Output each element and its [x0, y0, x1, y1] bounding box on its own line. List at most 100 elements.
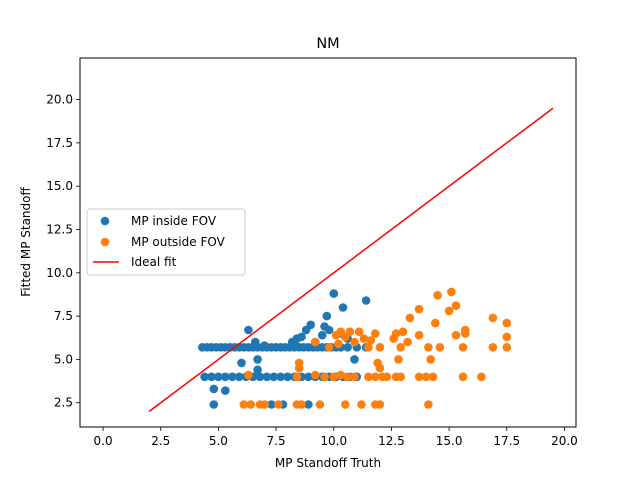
scatter-point — [396, 372, 406, 382]
legend-marker-outside — [100, 237, 110, 247]
x-tick-label: 0.0 — [94, 434, 113, 448]
scatter-point — [207, 372, 216, 382]
scatter-point — [424, 343, 433, 352]
scatter-point — [343, 372, 352, 382]
scatter-point — [391, 329, 401, 338]
scatter-point — [435, 343, 445, 352]
scatter-point — [322, 311, 332, 321]
scatter-point — [260, 400, 269, 409]
scatter-point — [255, 372, 265, 382]
scatter-point — [253, 365, 262, 375]
scatter-point — [366, 336, 376, 345]
scatter-point — [451, 301, 461, 311]
scatter-point — [502, 332, 512, 342]
scatter-point — [444, 306, 454, 316]
scatter-point — [451, 330, 461, 340]
scatter-point — [251, 337, 260, 347]
scatter-point — [382, 372, 392, 382]
scatter-point — [315, 400, 325, 409]
scatter-point — [221, 372, 230, 382]
scatter-point — [334, 339, 343, 349]
scatter-point — [244, 370, 253, 380]
scatter-point — [426, 355, 436, 364]
scatter-point — [396, 343, 406, 352]
x-tick-label: 15.0 — [436, 434, 463, 448]
scatter-point — [304, 372, 313, 382]
scatter-point — [375, 343, 385, 352]
scatter-point — [262, 372, 272, 382]
scatter-point — [364, 343, 373, 352]
scatter-point — [414, 372, 424, 382]
scatter-point — [329, 289, 339, 298]
legend-label-outside: MP outside FOV — [131, 235, 226, 249]
scatter-point — [317, 330, 327, 340]
scatter-point — [311, 370, 320, 380]
x-tick-label: 20.0 — [551, 434, 578, 448]
scatter-point — [447, 287, 456, 297]
scatter-point — [403, 337, 412, 347]
scatter-point — [283, 372, 292, 382]
x-axis-label: MP Standoff Truth — [275, 456, 381, 470]
scatter-point — [359, 334, 369, 343]
y-tick-label: 10.0 — [46, 266, 73, 280]
scatter-point — [345, 327, 355, 337]
legend: MP inside FOV MP outside FOV Ideal fit — [86, 208, 246, 276]
scatter-point — [297, 400, 306, 409]
scatter-point — [292, 372, 302, 382]
scatter-point — [294, 358, 304, 368]
scatter-point — [394, 355, 403, 364]
scatter-point — [371, 329, 380, 338]
scatter-point — [354, 327, 364, 337]
scatter-point — [237, 358, 246, 368]
y-tick-label: 20.0 — [46, 93, 73, 107]
scatter-point — [276, 372, 286, 382]
scatter-point — [371, 372, 380, 382]
scatter-point — [488, 343, 498, 352]
y-tick-label: 15.0 — [46, 179, 73, 193]
scatter-point — [424, 400, 433, 409]
legend-box — [86, 208, 246, 276]
x-tick-label: 7.5 — [267, 434, 286, 448]
scatter-point — [253, 355, 262, 364]
scatter-point — [502, 318, 512, 328]
scatter-point — [458, 343, 468, 352]
scatter-point — [414, 330, 424, 340]
scatter-point — [375, 363, 385, 373]
scatter-point — [304, 400, 313, 409]
scatter-point — [244, 325, 253, 335]
y-tick-label: 7.5 — [54, 309, 73, 323]
scatter-point — [214, 372, 223, 382]
scatter-point — [341, 400, 350, 409]
scatter-point — [502, 343, 512, 352]
scatter-point — [306, 320, 316, 330]
scatter-point — [458, 372, 468, 382]
scatter-point — [461, 325, 470, 335]
y-axis: 2.5 5.0 7.5 10.0 12.5 15.0 17.5 20.0 — [46, 93, 80, 410]
scatter-point — [421, 372, 431, 382]
scatter-point — [357, 400, 366, 409]
scatter-point — [234, 372, 244, 382]
scatter-point — [338, 303, 348, 312]
scatter-point — [269, 372, 279, 382]
x-tick-label: 17.5 — [493, 434, 520, 448]
x-tick-label: 5.0 — [209, 434, 228, 448]
scatter-point — [267, 400, 276, 409]
scatter-point — [433, 291, 442, 300]
x-tick-label: 10.0 — [320, 434, 347, 448]
y-tick-label: 5.0 — [54, 352, 73, 366]
scatter-point — [329, 372, 339, 382]
legend-label-ideal: Ideal fit — [131, 255, 177, 269]
scatter-point — [200, 372, 209, 382]
scatter-point — [311, 337, 320, 347]
y-axis-label: Fitted MP Standoff — [19, 187, 33, 297]
scatter-point — [239, 400, 249, 409]
x-tick-label: 12.5 — [378, 434, 405, 448]
scatter-point — [350, 337, 359, 347]
scatter-point — [414, 304, 424, 314]
ideal-fit-line — [148, 107, 554, 413]
scatter-point — [221, 386, 230, 395]
scatter-point — [428, 372, 438, 382]
legend-marker-inside — [100, 216, 110, 226]
y-tick-label: 2.5 — [54, 396, 73, 410]
